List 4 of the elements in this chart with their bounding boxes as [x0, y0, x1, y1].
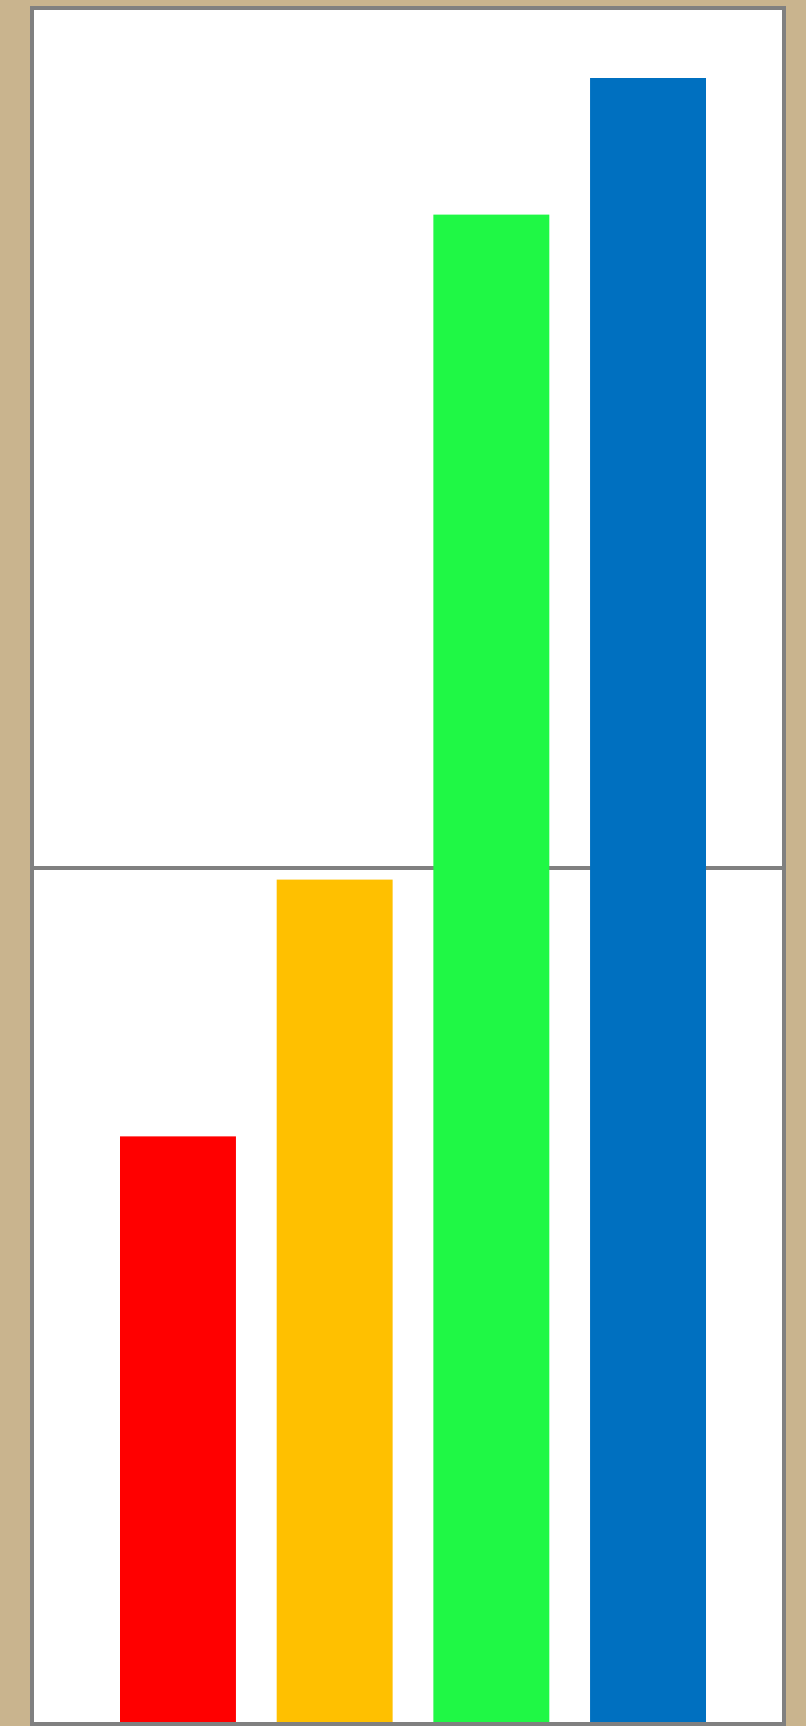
bar	[590, 78, 706, 1724]
bar	[276, 879, 393, 1724]
bar	[433, 214, 550, 1724]
bar	[120, 1136, 236, 1724]
